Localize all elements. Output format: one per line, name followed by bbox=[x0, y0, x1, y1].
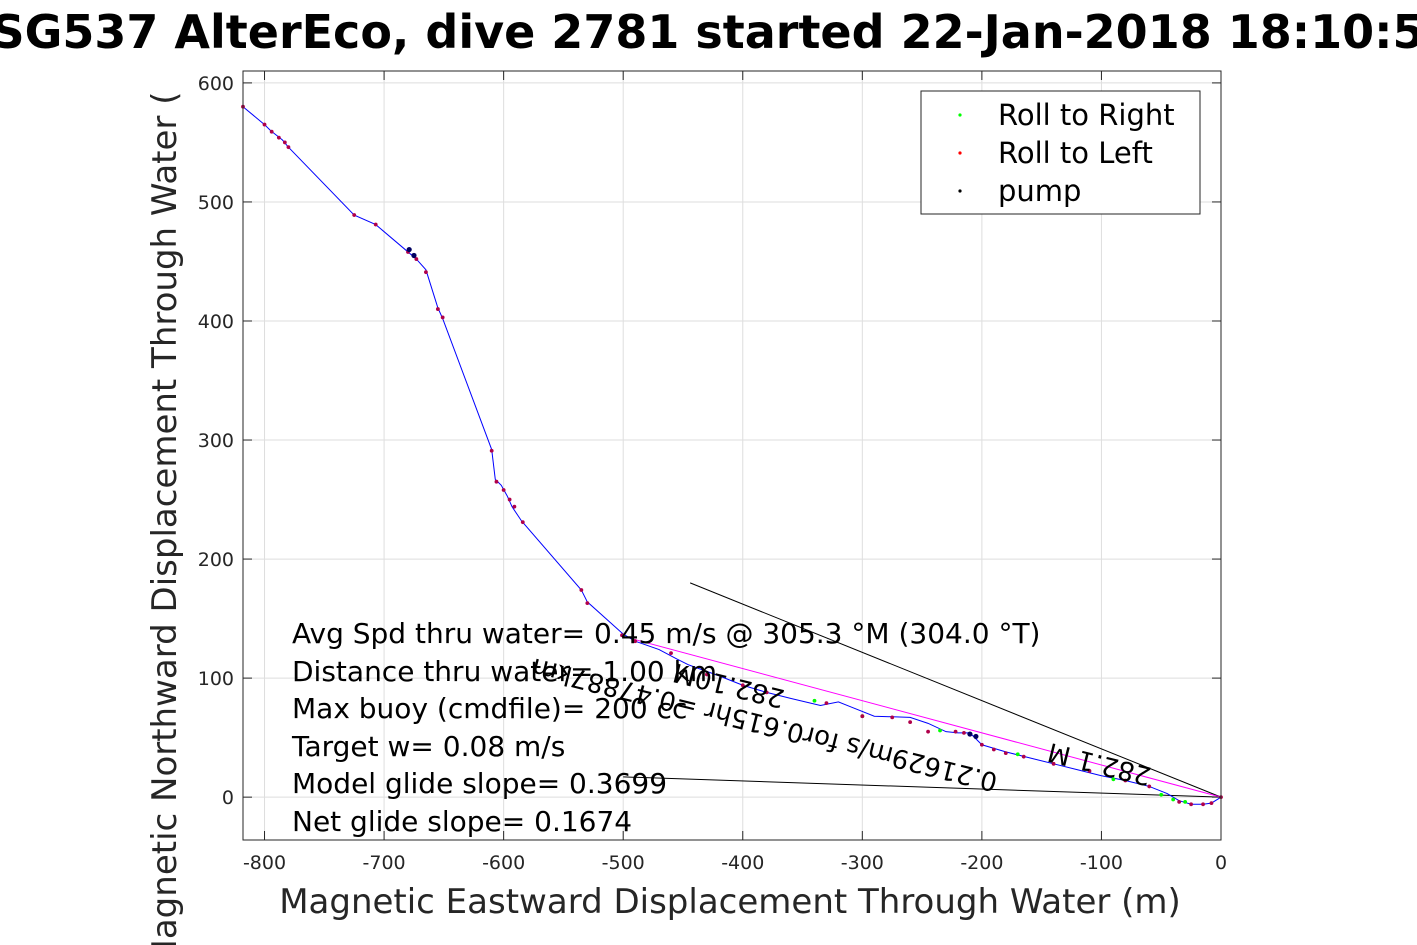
marker-roll-to-left bbox=[1087, 769, 1092, 773]
marker-roll-to-left bbox=[1177, 800, 1182, 804]
marker-roll-to-left bbox=[1123, 778, 1128, 783]
marker-roll-to-right bbox=[1015, 752, 1020, 757]
legend-label-pump: pump bbox=[998, 174, 1081, 208]
marker-roll-to-left bbox=[620, 633, 624, 638]
marker-pump bbox=[411, 252, 417, 259]
marker-roll-to-left bbox=[585, 601, 590, 606]
marker-roll-to-left bbox=[979, 742, 984, 747]
marker-roll-to-left bbox=[908, 720, 913, 725]
marker-roll-to-left bbox=[373, 222, 378, 227]
y-tick-label: 500 bbox=[198, 192, 234, 214]
x-tick-label: 0 bbox=[1215, 852, 1227, 874]
marker-pump bbox=[973, 733, 979, 740]
reference-line bbox=[689, 582, 1222, 798]
legend-box bbox=[920, 90, 1201, 215]
marker-roll-to-left bbox=[860, 714, 865, 719]
x-tick-label: -700 bbox=[363, 852, 406, 874]
markers bbox=[241, 104, 1223, 807]
marker-roll-to-left bbox=[414, 257, 419, 261]
y-axis-label: Magnetic Northward Displacement Through … bbox=[145, 92, 185, 945]
marker-roll-to-left bbox=[352, 213, 357, 217]
y-tick-label: 100 bbox=[198, 668, 234, 690]
annotation-max-buoy: Max buoy (cmdfile)= 200 cc bbox=[292, 692, 687, 725]
x-tick-label: -100 bbox=[1080, 852, 1123, 874]
marker-roll-to-left bbox=[282, 140, 287, 145]
marker-roll-to-left bbox=[953, 729, 958, 734]
legend-label-roll-left: Roll to Left bbox=[998, 136, 1153, 170]
marker-roll-to-left bbox=[1051, 761, 1056, 766]
x-tick-label: -800 bbox=[243, 852, 286, 874]
marker-roll-to-left bbox=[507, 497, 512, 502]
marker-roll-to-left bbox=[489, 448, 494, 453]
y-tick-label: 600 bbox=[198, 73, 234, 95]
x-axis-label: Magnetic Eastward Displacement Through W… bbox=[279, 882, 1181, 922]
marker-roll-to-left bbox=[890, 715, 895, 720]
legend-marker-pump bbox=[958, 189, 962, 193]
marker-roll-to-right bbox=[812, 698, 817, 703]
marker-roll-to-left bbox=[435, 307, 440, 311]
marker-roll-to-left bbox=[824, 701, 829, 706]
annotation-avg-speed: Avg Spd thru water= 0.45 m/s @ 305.3 °M … bbox=[292, 617, 1040, 650]
y-tick-label: 300 bbox=[198, 430, 234, 452]
marker-roll-to-left bbox=[764, 690, 769, 695]
x-tick-label: -200 bbox=[960, 852, 1003, 874]
marker-roll-to-left bbox=[1201, 802, 1205, 807]
grid bbox=[243, 71, 1222, 840]
legend-label-roll-right: Roll to Right bbox=[998, 98, 1175, 132]
annotation-net-glide: Net glide slope= 0.1674 bbox=[292, 805, 632, 838]
marker-roll-to-right bbox=[1159, 792, 1164, 797]
marker-roll-to-left bbox=[286, 145, 291, 150]
marker-pump bbox=[967, 731, 973, 737]
marker-roll-to-left bbox=[926, 729, 930, 734]
marker-roll-to-left bbox=[262, 122, 267, 127]
legend-marker-roll-right bbox=[958, 113, 962, 117]
marker-roll-to-right bbox=[1183, 800, 1188, 804]
x-tick-label: -600 bbox=[482, 852, 525, 874]
marker-roll-to-left bbox=[269, 129, 274, 134]
marker-pump bbox=[406, 246, 412, 253]
annotation-model-glide: Model glide slope= 0.3699 bbox=[292, 767, 667, 800]
x-tick-label: -400 bbox=[721, 852, 764, 874]
marker-roll-to-left bbox=[633, 639, 638, 644]
marker-roll-to-left bbox=[440, 315, 445, 320]
marker-roll-to-left bbox=[276, 135, 281, 140]
y-tick-label: 400 bbox=[198, 311, 234, 333]
marker-roll-to-left bbox=[512, 504, 517, 509]
marker-roll-to-left bbox=[501, 488, 506, 492]
marker-roll-to-left bbox=[669, 651, 673, 656]
annotation-distance: Distance thru water= 1.00 km bbox=[292, 655, 717, 688]
marker-roll-to-right bbox=[1111, 777, 1116, 782]
chart-title: SG537 AlterEco, dive 2781 started 22-Jan… bbox=[0, 5, 1417, 59]
axes-box bbox=[242, 70, 1222, 841]
stats-annotations: Avg Spd thru water= 0.45 m/s @ 305.3 °M … bbox=[291, 617, 1040, 838]
marker-roll-to-left bbox=[740, 683, 745, 688]
marker-roll-to-left bbox=[579, 588, 584, 592]
marker-roll-to-left bbox=[424, 270, 428, 275]
legend: Roll to Right Roll to Left pump bbox=[920, 90, 1201, 215]
marker-roll-to-right bbox=[938, 728, 942, 733]
marker-roll-to-left bbox=[1147, 784, 1152, 789]
marker-roll-to-left bbox=[991, 747, 996, 752]
reference-line bbox=[623, 776, 1222, 798]
y-tick-label: 200 bbox=[198, 549, 234, 571]
y-tick-label: 0 bbox=[222, 787, 234, 809]
annotation-target-w: Target w= 0.08 m/s bbox=[291, 730, 565, 763]
marker-roll-to-left bbox=[1189, 802, 1194, 807]
marker-roll-to-right bbox=[1171, 797, 1176, 802]
marker-roll-to-left bbox=[1209, 801, 1214, 805]
marker-roll-to-left bbox=[962, 730, 966, 735]
marker-roll-to-left bbox=[1003, 751, 1008, 756]
axis-ticks: -800 -700 -600 -500 -400 -300 -200 -100 0 0 100 200… bbox=[198, 71, 1227, 874]
x-tick-label: -500 bbox=[602, 852, 645, 874]
marker-roll-to-left bbox=[520, 520, 525, 525]
marker-roll-to-left bbox=[1021, 754, 1026, 759]
legend-marker-roll-left bbox=[958, 151, 962, 155]
marker-roll-to-left bbox=[494, 479, 499, 484]
reference-line bbox=[623, 635, 1222, 798]
reference-lines bbox=[623, 582, 1222, 798]
marker-roll-to-left bbox=[704, 672, 709, 677]
x-tick-label: -300 bbox=[841, 852, 884, 874]
